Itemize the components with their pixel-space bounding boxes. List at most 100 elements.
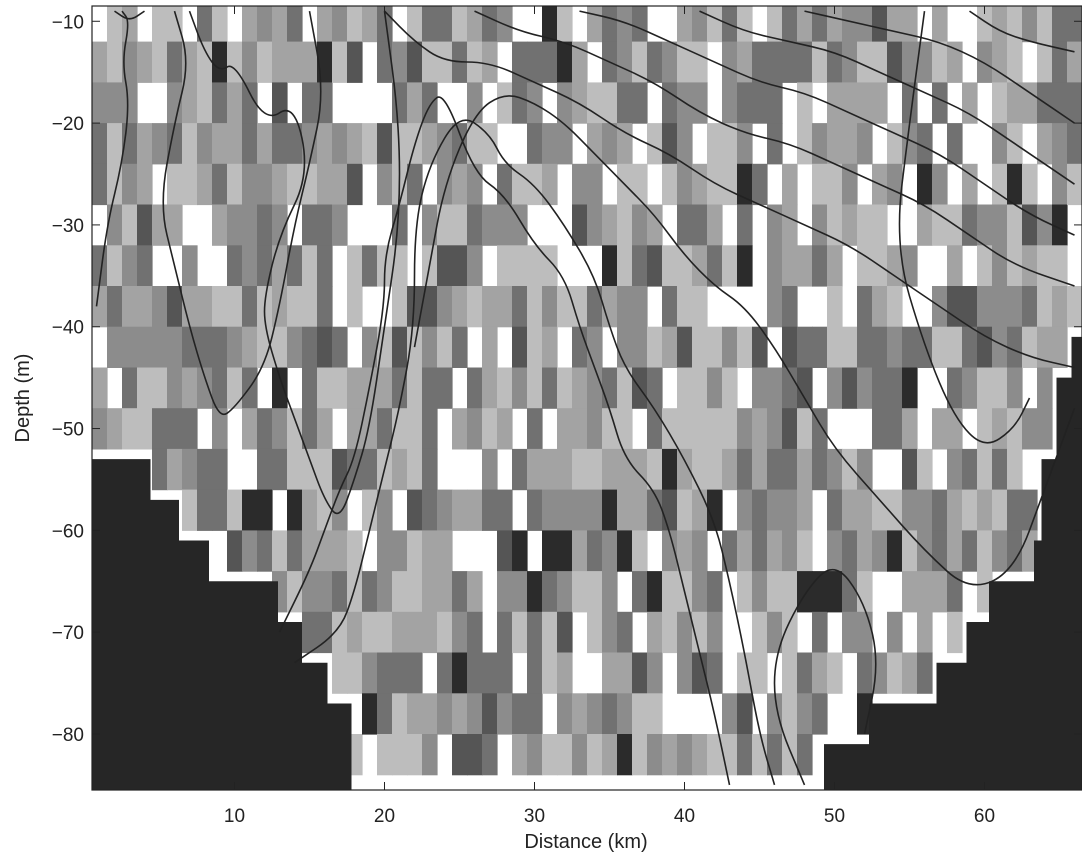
heatmap-cell [1067, 82, 1082, 124]
heatmap-cell [287, 41, 303, 83]
heatmap-cell [812, 204, 828, 246]
heatmap-cell [1052, 82, 1068, 124]
heatmap-cell [647, 367, 663, 409]
heatmap-cell [1037, 41, 1053, 83]
axis-ticks: 10 20 30 40 50 60 −10 −20 −30 −40 −50 −60 −70 −80 [52, 6, 1082, 827]
heatmap-cell [872, 530, 888, 572]
heatmap-cell [257, 530, 273, 572]
heatmap-cell [662, 82, 678, 124]
heatmap-cell [722, 408, 738, 450]
heatmap-cell [422, 408, 438, 450]
heatmap-cell [527, 82, 543, 124]
heatmap-cell [887, 41, 903, 83]
heatmap-cell [617, 693, 633, 735]
heatmap-cell [407, 489, 423, 531]
heatmap-cell [287, 286, 303, 328]
heatmap-cell [917, 123, 933, 165]
heatmap-cell [392, 571, 408, 613]
heatmap-cell [782, 367, 798, 409]
heatmap-cell [467, 367, 483, 409]
heatmap-cell [92, 367, 108, 409]
heatmap-cell [527, 652, 543, 694]
heatmap-cell [512, 530, 528, 572]
heatmap-cell [1037, 6, 1053, 43]
heatmap-cell [947, 41, 963, 83]
heatmap-cell [377, 163, 393, 206]
heatmap-cell [722, 448, 738, 491]
heatmap-cell [467, 204, 483, 246]
heatmap-cell [662, 530, 678, 572]
heatmap-cell [917, 163, 933, 206]
heatmap-cell [257, 204, 273, 246]
heatmap-cell [932, 326, 948, 368]
heatmap-cell [647, 652, 663, 694]
heatmap-cell [137, 204, 153, 246]
heatmap-cell [542, 367, 558, 409]
heatmap-cell [287, 489, 303, 531]
heatmap-cell [1037, 123, 1053, 165]
heatmap-cell [617, 530, 633, 572]
heatmap-cell [317, 245, 333, 287]
heatmap-cell [152, 448, 168, 491]
heatmap-cell [797, 571, 813, 613]
heatmap-cell [677, 652, 693, 694]
heatmap-cell [932, 163, 948, 206]
x-tick-label: 10 [224, 806, 245, 827]
seabed [92, 336, 1082, 790]
heatmap-cell [827, 367, 843, 409]
heatmap-cell [482, 204, 498, 246]
heatmap-cell [167, 6, 183, 43]
heatmap-cell [137, 245, 153, 287]
heatmap-cell [707, 489, 723, 531]
heatmap-cell [1052, 245, 1068, 287]
heatmap-cell [242, 489, 258, 531]
heatmap-cell [842, 326, 858, 368]
heatmap-cell [602, 652, 618, 694]
heatmap-cell [1007, 204, 1023, 246]
heatmap-cell [227, 367, 243, 409]
heatmap-cell [962, 286, 978, 328]
heatmap-cell [227, 204, 243, 246]
heatmap-cell [302, 41, 318, 83]
heatmap-cell [677, 123, 693, 165]
heatmap-cell [332, 204, 348, 246]
heatmap-cell [512, 326, 528, 368]
heatmap-cell [272, 123, 288, 165]
heatmap-cell [662, 123, 678, 165]
heatmap-cell [407, 367, 423, 409]
heatmap-cell [137, 367, 153, 409]
heatmap-cell [167, 286, 183, 328]
heatmap-cell [932, 204, 948, 246]
heatmap-cell [887, 123, 903, 165]
heatmap-cell [737, 652, 753, 694]
heatmap-cell [242, 163, 258, 206]
heatmap-cell [677, 286, 693, 328]
heatmap-cell [557, 448, 573, 491]
heatmap-cell [887, 367, 903, 409]
heatmap-cell [767, 286, 783, 328]
heatmap-cell [392, 652, 408, 694]
heatmap-cell [947, 245, 963, 287]
heatmap-cell [347, 652, 363, 694]
heatmap-cell [227, 245, 243, 287]
heatmap-cell [602, 448, 618, 491]
heatmap-cell [107, 204, 123, 246]
heatmap-cell [992, 286, 1008, 328]
heatmap-cell [482, 693, 498, 735]
heatmap-cell [917, 571, 933, 613]
heatmap-cell [332, 448, 348, 491]
heatmap-cell [677, 489, 693, 531]
heatmap-cell [857, 204, 873, 246]
heatmap-cell [767, 611, 783, 654]
heatmap-cell [632, 693, 648, 735]
heatmap-cell [467, 734, 483, 776]
heatmap-cell [812, 571, 828, 613]
x-tick-label: 60 [974, 806, 995, 827]
heatmap-cell [962, 204, 978, 246]
heatmap-cell [947, 530, 963, 572]
heatmap-cell [977, 489, 993, 531]
heatmap-cell [962, 163, 978, 206]
heatmap-cell [857, 326, 873, 368]
heatmap-cell [992, 245, 1008, 287]
heatmap-cell [437, 6, 453, 43]
